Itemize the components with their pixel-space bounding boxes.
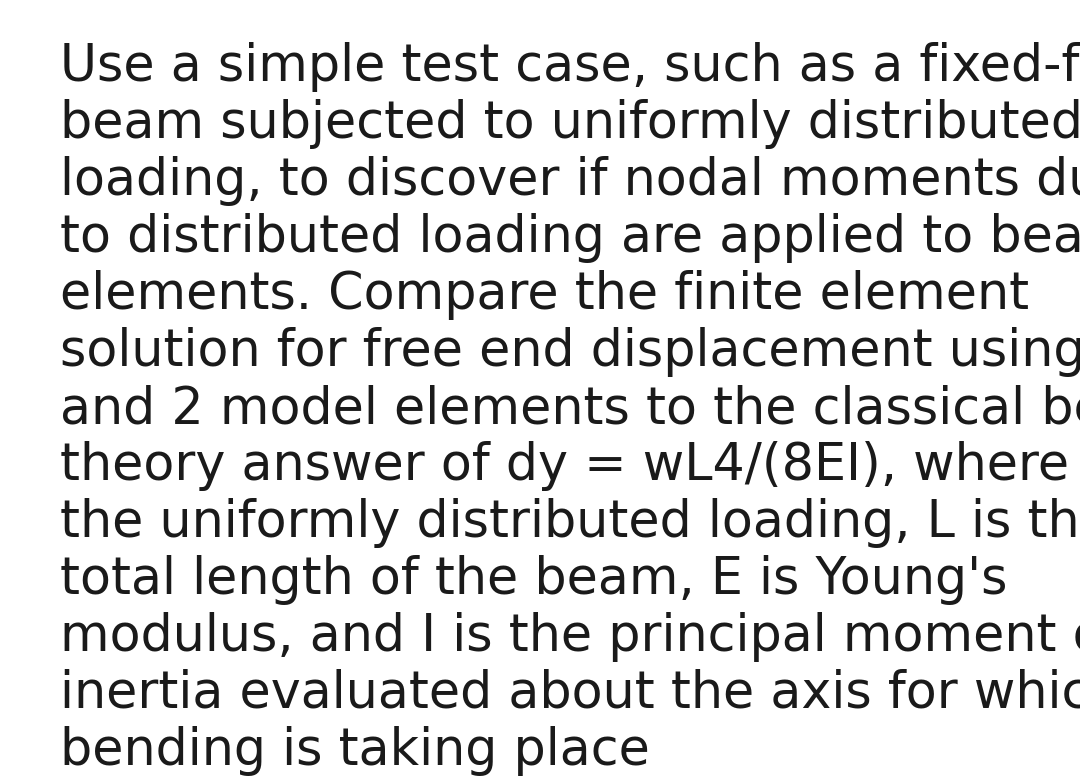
Text: beam subjected to uniformly distributed: beam subjected to uniformly distributed [60, 99, 1080, 149]
Text: modulus, and I is the principal moment of: modulus, and I is the principal moment o… [60, 612, 1080, 662]
Text: Use a simple test case, such as a fixed-free: Use a simple test case, such as a fixed-… [60, 42, 1080, 92]
Text: theory answer of dy = wL4/(8EI), where w is: theory answer of dy = wL4/(8EI), where w… [60, 441, 1080, 491]
Text: and 2 model elements to the classical beam: and 2 model elements to the classical be… [60, 384, 1080, 434]
Text: inertia evaluated about the axis for which: inertia evaluated about the axis for whi… [60, 669, 1080, 719]
Text: total length of the beam, E is Young's: total length of the beam, E is Young's [60, 555, 1008, 605]
Text: the uniformly distributed loading, L is the: the uniformly distributed loading, L is … [60, 498, 1080, 548]
Text: elements. Compare the finite element: elements. Compare the finite element [60, 270, 1029, 320]
Text: bending is taking place: bending is taking place [60, 726, 650, 776]
Text: loading, to discover if nodal moments due: loading, to discover if nodal moments du… [60, 156, 1080, 206]
Text: to distributed loading are applied to beam: to distributed loading are applied to be… [60, 213, 1080, 263]
Text: solution for free end displacement using 1: solution for free end displacement using… [60, 327, 1080, 377]
